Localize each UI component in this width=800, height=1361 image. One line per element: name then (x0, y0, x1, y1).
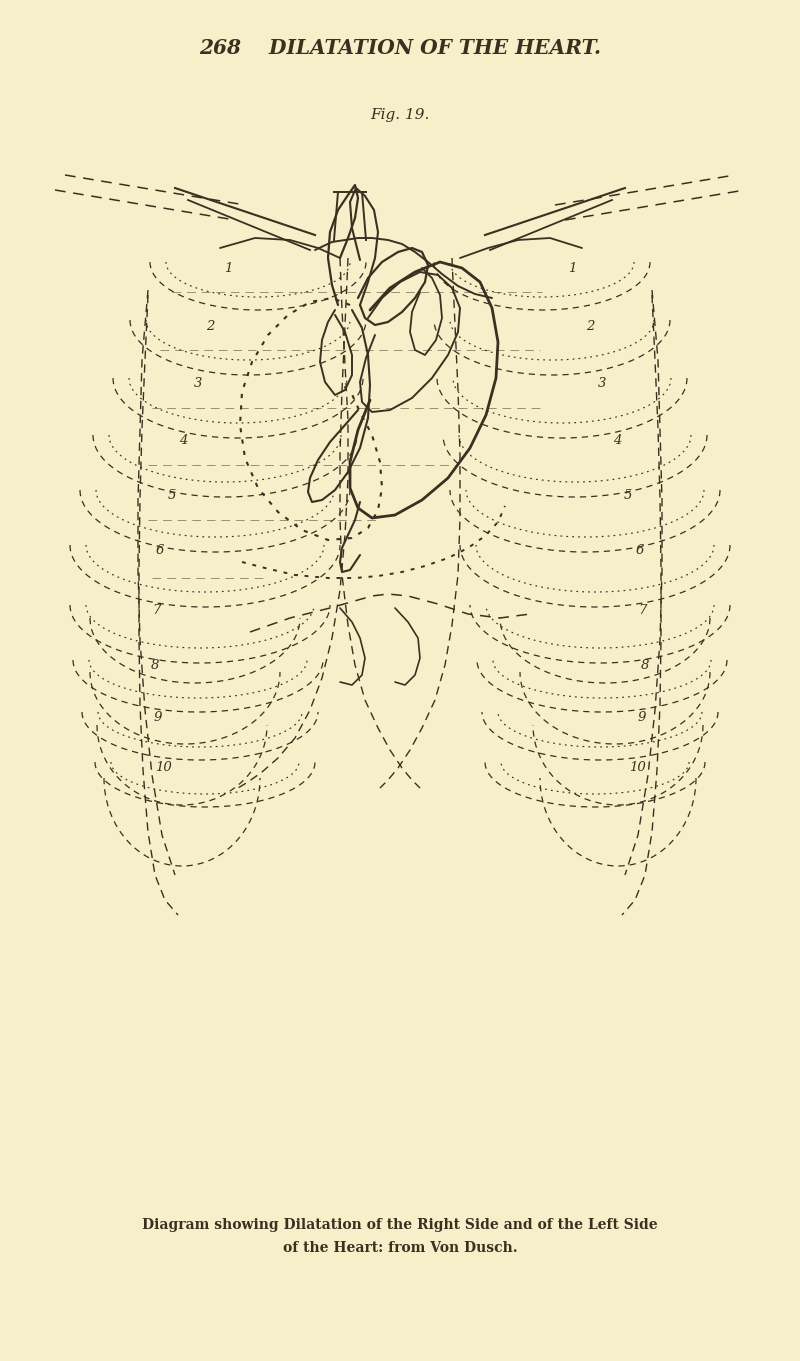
Text: 6: 6 (636, 543, 644, 557)
Text: 2: 2 (586, 320, 594, 332)
Text: Diagram showing Dilatation of the Right Side and of the Left Side: Diagram showing Dilatation of the Right … (142, 1218, 658, 1232)
Text: 4: 4 (179, 434, 187, 446)
Text: 1: 1 (568, 261, 576, 275)
Text: 10: 10 (629, 761, 646, 773)
Text: 3: 3 (598, 377, 606, 389)
Text: 7: 7 (153, 603, 161, 617)
Text: 6: 6 (156, 543, 164, 557)
Text: 4: 4 (613, 434, 621, 446)
Text: 268    DILATATION OF THE HEART.: 268 DILATATION OF THE HEART. (199, 38, 601, 59)
Text: 5: 5 (624, 489, 632, 501)
Text: 8: 8 (641, 659, 649, 671)
Text: 3: 3 (194, 377, 202, 389)
Text: 5: 5 (168, 489, 176, 501)
Text: 8: 8 (151, 659, 159, 671)
Text: 7: 7 (639, 603, 647, 617)
Text: 1: 1 (224, 261, 232, 275)
Text: of the Heart: from Von Dusch.: of the Heart: from Von Dusch. (282, 1241, 518, 1255)
Text: 9: 9 (638, 710, 646, 724)
Text: 10: 10 (154, 761, 171, 773)
Text: Fig. 19.: Fig. 19. (370, 108, 430, 122)
Text: 9: 9 (154, 710, 162, 724)
Text: 2: 2 (206, 320, 214, 332)
